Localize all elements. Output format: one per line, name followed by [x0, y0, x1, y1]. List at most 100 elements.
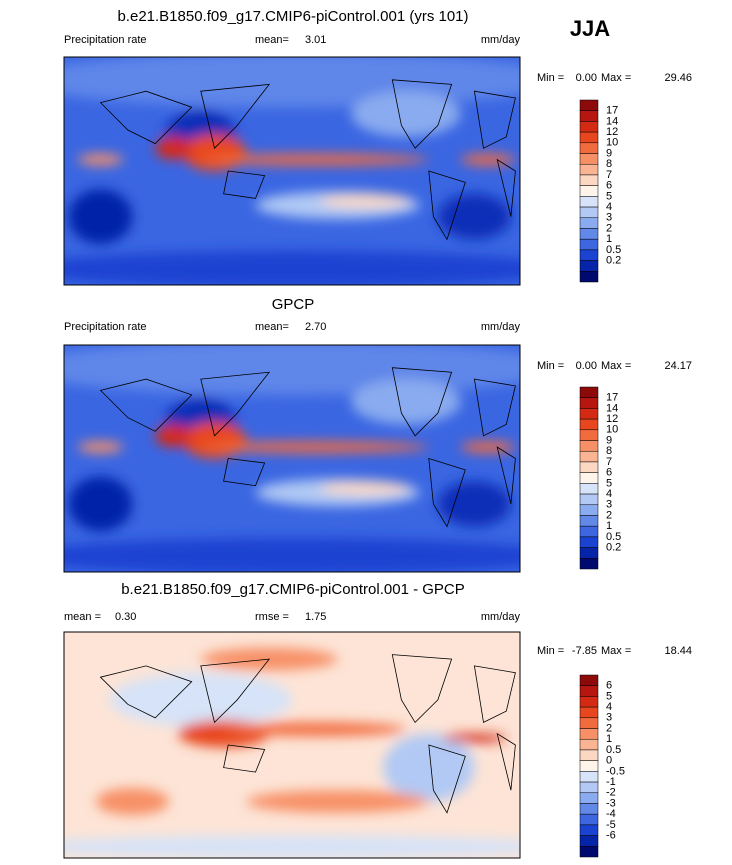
colorbar-swatch: [579, 260, 599, 272]
colorbar-swatch: [579, 386, 599, 398]
colorbar-swatch: [579, 271, 599, 283]
field-patch: [437, 193, 511, 240]
colorbar-swatch: [579, 121, 599, 133]
colorbar-label: -4: [606, 808, 616, 820]
colorbar-swatch: [579, 846, 599, 858]
field-patch: [200, 441, 429, 453]
colorbar-label: -3: [606, 797, 616, 809]
colorbar-swatch: [579, 450, 599, 463]
colorbar-label: 12: [606, 126, 618, 138]
panel-info: 1.75: [305, 611, 326, 623]
max-value: 18.44: [664, 645, 692, 657]
coastline: [99, 79, 516, 241]
field-patch: [64, 57, 520, 108]
field-patch: [64, 835, 520, 858]
field-patch: [460, 441, 516, 453]
colorbar-swatch: [579, 515, 599, 527]
field-patch: [155, 136, 192, 160]
colorbar-swatch: [579, 397, 599, 409]
colorbar-swatch: [579, 418, 599, 431]
colorbar-swatch: [579, 803, 599, 815]
colorbar-label: 6: [606, 180, 612, 192]
map-field: [64, 57, 520, 285]
field-patch: [64, 250, 520, 285]
colorbar-label: 2: [606, 222, 612, 234]
colorbar-swatch: [579, 824, 599, 836]
field-patch: [351, 379, 461, 425]
colorbar-swatch: [579, 706, 599, 719]
min-value: 0.00: [576, 72, 597, 84]
colorbar-label: -6: [606, 829, 616, 841]
max-value: 24.17: [664, 360, 692, 372]
colorbar-label: 3: [606, 712, 612, 724]
field-patch: [182, 422, 247, 459]
panel-title: b.e21.B1850.f09_g17.CMIP6-piControl.001 …: [117, 8, 468, 25]
map-frame: [63, 56, 521, 286]
colorbar-label: 6: [606, 680, 612, 692]
panel-info: Precipitation rate: [64, 321, 147, 333]
field-patch: [109, 672, 292, 727]
colorbar-label: 7: [606, 456, 612, 468]
colorbar-swatch: [579, 717, 599, 729]
colorbar-label: -1: [606, 776, 616, 788]
panel-info: Precipitation rate: [64, 34, 147, 46]
field-patch: [460, 153, 516, 166]
colorbar-label: 2: [606, 509, 612, 521]
colorbar-swatch: [579, 674, 599, 686]
colorbar-swatch: [579, 728, 599, 740]
field-patch: [442, 733, 507, 743]
colorbar-label: 0.5: [606, 744, 621, 756]
colorbar-swatch: [579, 760, 599, 772]
max-label: Max =: [601, 360, 631, 372]
field-patch: [351, 91, 461, 137]
colorbar-swatch: [579, 408, 599, 420]
panel-title: GPCP: [272, 296, 315, 313]
colorbar-label: 1: [606, 520, 612, 532]
field-patch: [95, 787, 169, 816]
field-patch: [383, 733, 475, 802]
colorbar-swatch: [579, 461, 599, 473]
colorbar-label: -2: [606, 787, 616, 799]
map-frame: [63, 631, 521, 859]
colorbar-label: 10: [606, 424, 618, 436]
field-patch: [77, 441, 124, 453]
colorbar-swatch: [579, 504, 599, 516]
field-patch: [319, 193, 411, 208]
field-patch: [246, 790, 429, 813]
colorbar-swatch: [579, 142, 599, 154]
colorbar-label: 2: [606, 722, 612, 734]
field-patch: [64, 537, 520, 572]
panel-info: mean=: [255, 34, 289, 46]
map: [64, 345, 520, 572]
max-label: Max =: [601, 645, 631, 657]
colorbar-label: 0.2: [606, 254, 621, 266]
season-label: JJA: [570, 16, 610, 41]
field-patch: [437, 481, 511, 527]
map: [64, 632, 520, 858]
panel-info: rmse =: [255, 611, 289, 623]
colorbar-swatch: [579, 238, 599, 251]
colorbar-label: 5: [606, 477, 612, 489]
map-frame: [63, 344, 521, 573]
colorbar-swatch: [579, 249, 599, 261]
field-patch: [155, 424, 192, 448]
coastline: [99, 654, 516, 814]
colorbar-swatch: [579, 99, 599, 111]
panel-info: 3.01: [305, 34, 326, 46]
colorbar-label: 4: [606, 701, 612, 713]
colorbar-label: 4: [606, 201, 612, 213]
colorbar-label: 0.5: [606, 244, 621, 256]
colorbar-label: 9: [606, 147, 612, 159]
coastline: [99, 367, 516, 528]
colorbar-swatch: [579, 110, 599, 122]
units: mm/day: [481, 34, 521, 46]
colorbar-label: 17: [606, 105, 618, 117]
field-patch: [64, 345, 520, 395]
colorbar-swatch: [579, 483, 599, 495]
colorbar-swatch: [579, 749, 599, 761]
panel-title: b.e21.B1850.f09_g17.CMIP6-piControl.001 …: [121, 581, 465, 598]
colorbar-swatch: [579, 525, 599, 538]
field-patch: [319, 481, 411, 495]
colorbar-swatch: [579, 131, 599, 144]
colorbar-label: 6: [606, 467, 612, 479]
